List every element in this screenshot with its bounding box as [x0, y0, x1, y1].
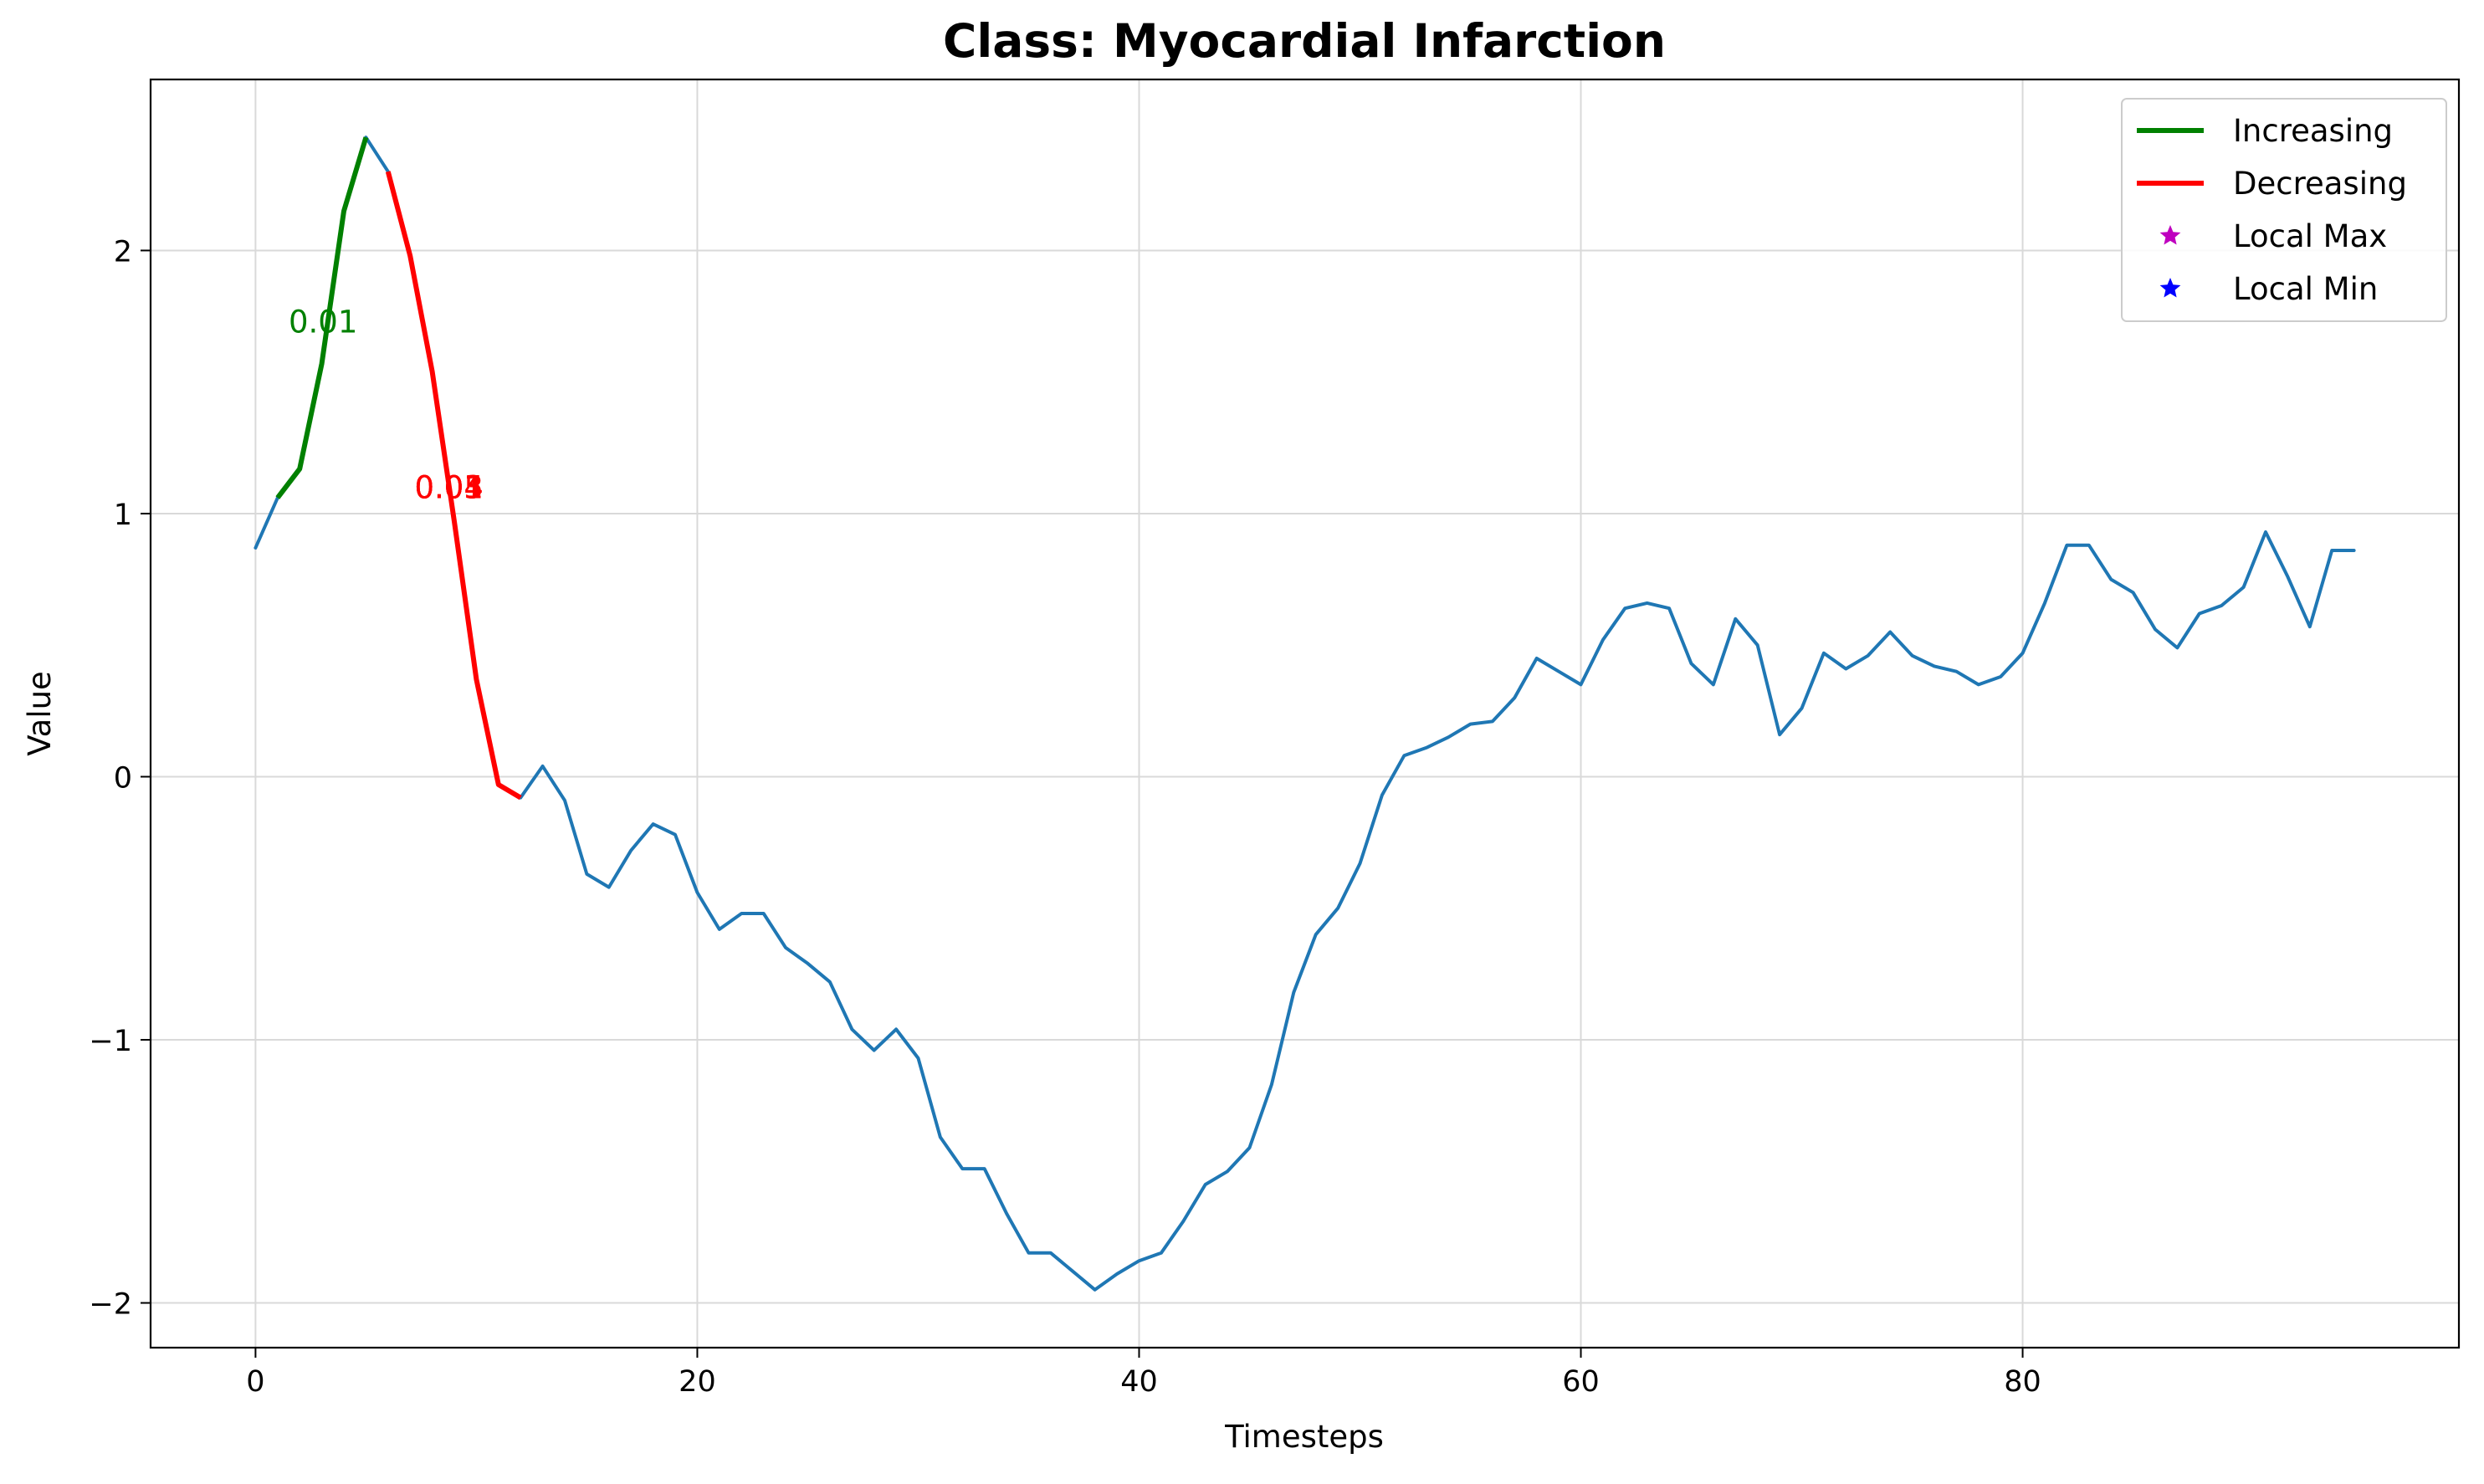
- legend-label-decreasing: Decreasing: [2233, 166, 2407, 202]
- y-tick-label: −2: [89, 1288, 132, 1322]
- y-axis-label: Value: [22, 671, 58, 756]
- slope-annotation: 0.05: [415, 470, 484, 506]
- series-line: [254, 136, 2356, 1292]
- legend: Increasing Decreasing Local Max Local Min: [2121, 98, 2447, 322]
- y-tick-label: 1: [114, 499, 132, 532]
- x-tick-label: 20: [679, 1365, 716, 1399]
- trend-segments: [275, 136, 522, 801]
- slope-annotation: 0.04: [415, 470, 484, 506]
- axis-ticks: 0 20 40 60 80 −2 −1 0 1 2: [89, 235, 2041, 1399]
- slope-annotations: 0.010.040.010.050.03: [289, 304, 484, 505]
- decreasing-segment: [385, 171, 522, 801]
- legend-label-local-max: Local Max: [2233, 218, 2387, 254]
- grid: [151, 79, 2459, 1348]
- legend-box: [2121, 98, 2447, 322]
- chart-title: Class: Myocardial Infarction: [943, 14, 1666, 68]
- slope-annotation: 0.03: [415, 470, 484, 506]
- y-tick-label: 0: [114, 761, 132, 795]
- plot-frame: [149, 78, 2461, 1349]
- y-tick-label: −1: [89, 1025, 132, 1058]
- legend-star-local-min: [2159, 278, 2181, 298]
- slope-annotation: 0.01: [415, 470, 484, 506]
- series-layer: [254, 136, 2356, 1292]
- increasing-segment: [275, 136, 369, 499]
- x-axis-label: Timesteps: [1224, 1419, 1384, 1455]
- x-tick-label: 40: [1120, 1365, 1158, 1399]
- legend-label-local-min: Local Min: [2233, 271, 2378, 307]
- x-tick-label: 60: [1562, 1365, 1600, 1399]
- y-tick-label: 2: [114, 235, 132, 269]
- legend-star-local-max: [2159, 225, 2181, 245]
- x-tick-label: 80: [2004, 1365, 2041, 1399]
- x-tick-label: 0: [246, 1365, 264, 1399]
- legend-label-increasing: Increasing: [2233, 113, 2393, 149]
- slope-annotation: 0.01: [289, 304, 357, 340]
